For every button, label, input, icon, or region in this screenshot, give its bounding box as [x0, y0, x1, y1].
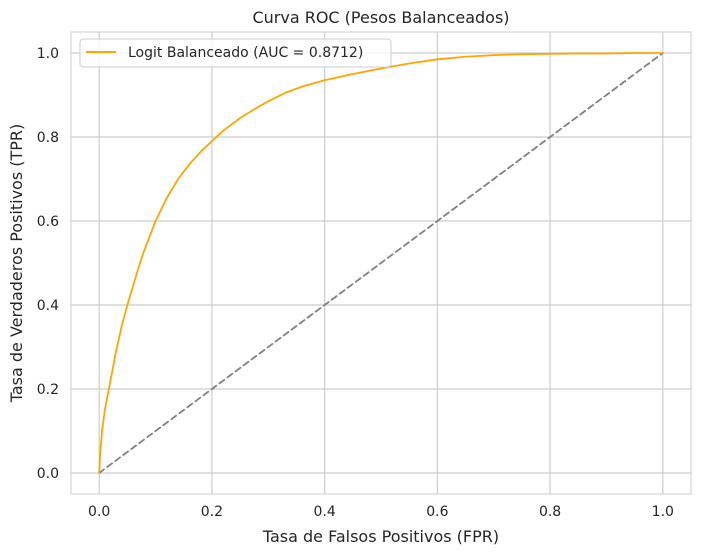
x-tick-label: 0.0: [88, 504, 110, 520]
chance-diagonal-line: [98, 52, 664, 474]
y-tick-label: 0.2: [37, 382, 59, 398]
y-tick-label: 0.0: [37, 466, 59, 482]
y-tick-label: 1.0: [37, 46, 59, 62]
x-tick-label: 0.2: [201, 504, 223, 520]
chart-title: Curva ROC (Pesos Balanceados): [252, 8, 509, 27]
y-tick-label: 0.6: [37, 214, 59, 230]
x-tick-label: 0.6: [426, 504, 448, 520]
x-axis-title: Tasa de Falsos Positivos (FPR): [262, 527, 499, 546]
y-tick-label: 0.4: [37, 298, 59, 314]
roc-curve-line: [98, 52, 664, 474]
x-tick-label: 0.4: [314, 504, 336, 520]
series-layer: [98, 52, 664, 474]
y-tick-label: 0.8: [37, 130, 59, 146]
grid: [71, 32, 691, 494]
legend-label: Logit Balanceado (AUC = 0.8712): [128, 45, 363, 61]
x-tick-label: 0.8: [539, 504, 561, 520]
x-tick-label: 1.0: [652, 504, 674, 520]
legend-box: [79, 38, 392, 68]
y-axis-title: Tasa de Verdaderos Positivos (TPR): [7, 124, 26, 404]
tick-labels: 0.0 0.2 0.4 0.6 0.8 1.0 0.0 0.2 0.4 0.6 0.8 1.0: [37, 46, 674, 520]
legend: Logit Balanceado (AUC = 0.8712): [79, 38, 392, 68]
